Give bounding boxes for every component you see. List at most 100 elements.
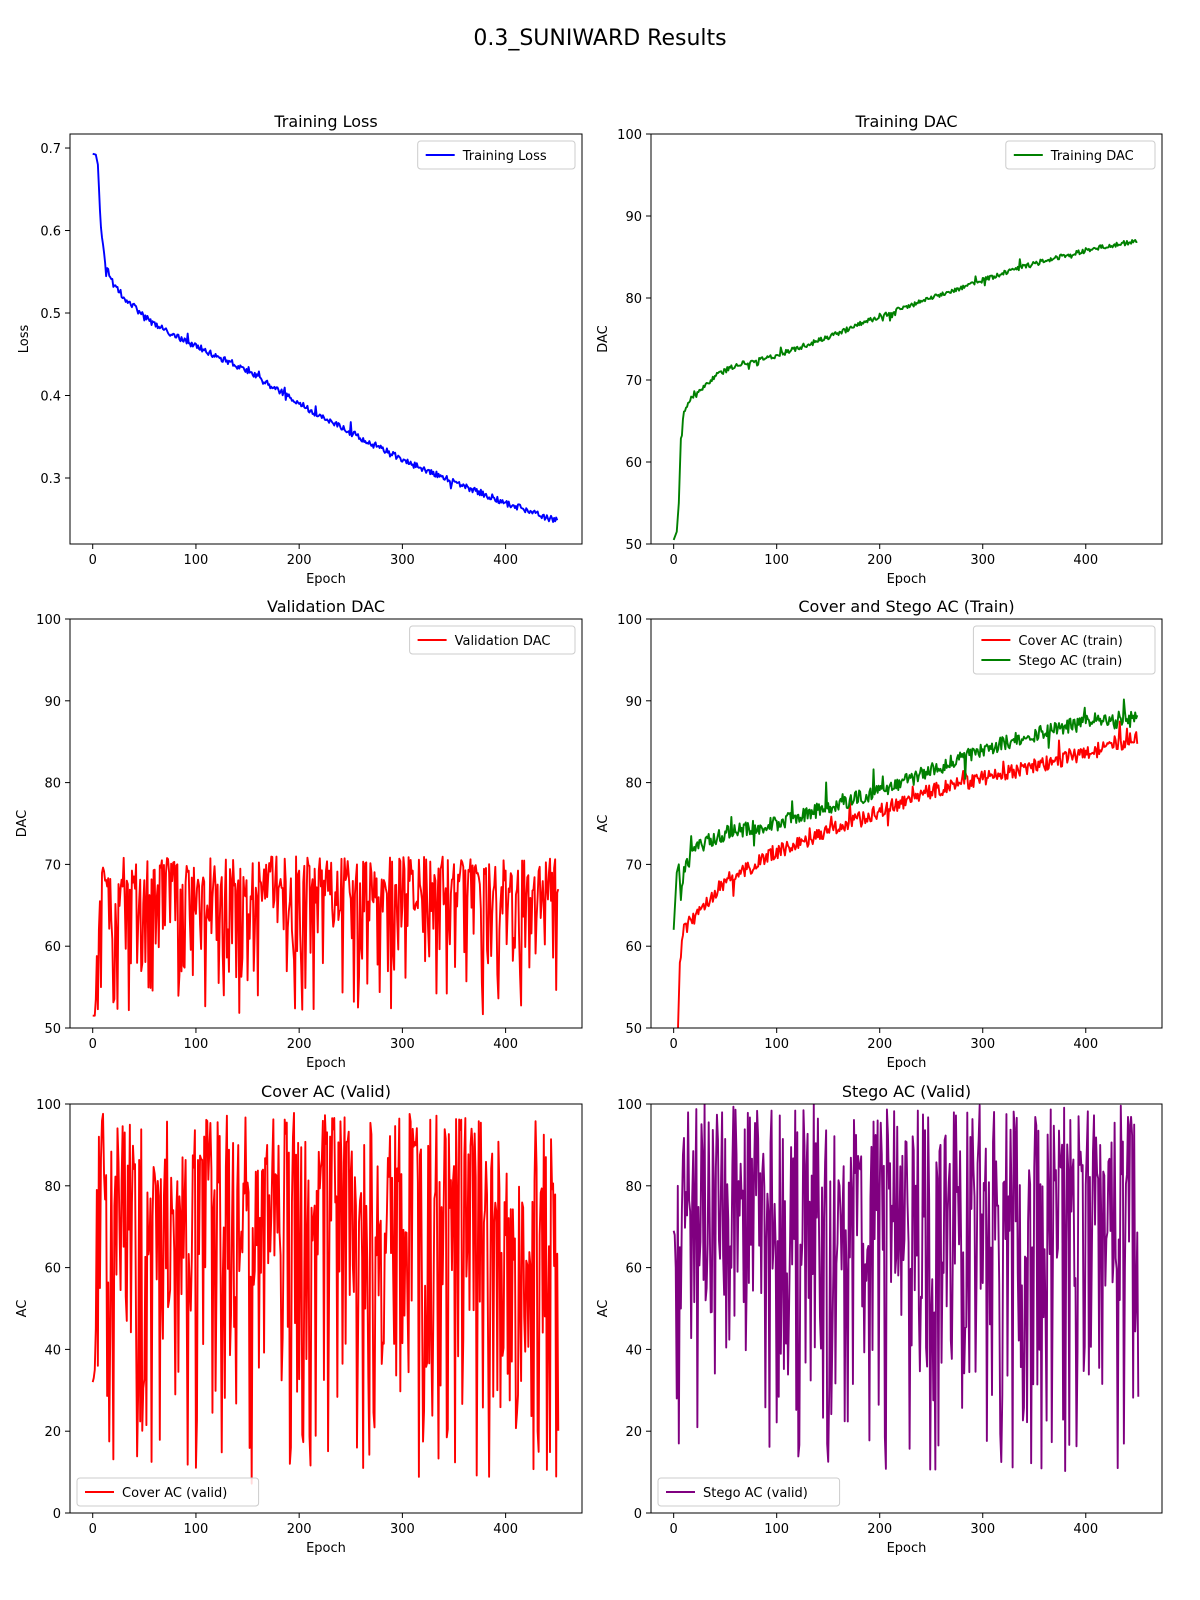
y-tick-label: 100 xyxy=(36,1098,61,1113)
y-tick-label: 20 xyxy=(44,1425,61,1440)
legend: Cover AC (train) Stego AC (train) xyxy=(972,625,1156,675)
y-axis-label: AC xyxy=(596,1300,611,1318)
y-tick-label: 90 xyxy=(625,210,642,225)
y-axis-label: DAC xyxy=(15,810,30,838)
y-tick-label: 0.4 xyxy=(40,390,61,405)
y-tick-label: 90 xyxy=(44,695,61,710)
x-tick-label: 400 xyxy=(1073,1522,1098,1537)
legend-box xyxy=(417,140,576,170)
x-axis-label: Epoch xyxy=(306,1056,346,1071)
y-tick-label: 80 xyxy=(625,777,642,792)
x-tick-label: 400 xyxy=(1073,553,1098,568)
x-tick-label: 300 xyxy=(390,1522,415,1537)
legend-box xyxy=(657,1477,841,1507)
chart-title: Stego AC (Valid) xyxy=(842,1082,971,1101)
x-axis-label: Epoch xyxy=(306,1541,346,1556)
y-tick-label: 90 xyxy=(625,695,642,710)
y-tick-label: 60 xyxy=(625,940,642,955)
y-tick-label: 80 xyxy=(44,777,61,792)
plot-frame xyxy=(69,618,583,1029)
legend-label: Cover AC (valid) xyxy=(122,1486,227,1501)
y-tick-label: 60 xyxy=(625,456,642,471)
plot-frame xyxy=(650,1103,1163,1514)
series-line xyxy=(677,720,1139,1028)
y-tick-label: 60 xyxy=(625,1262,642,1277)
x-tick-label: 300 xyxy=(390,1037,415,1052)
y-axis-label: DAC xyxy=(596,325,611,353)
legend: Training Loss xyxy=(417,140,576,170)
y-tick-label: 0.5 xyxy=(40,307,61,322)
legend: Validation DAC xyxy=(409,625,576,655)
y-tick-label: 80 xyxy=(625,1180,642,1195)
y-tick-label: 80 xyxy=(625,292,642,307)
x-tick-label: 200 xyxy=(287,1522,312,1537)
y-tick-label: 70 xyxy=(44,858,61,873)
chart-cover-stego-ac-train: Cover and Stego AC (Train) 0 100 200 300 400 5… xyxy=(596,597,1163,1071)
plot-frame xyxy=(69,1103,583,1514)
y-axis-label: Loss xyxy=(17,325,32,354)
x-tick-label: 200 xyxy=(867,1037,892,1052)
legend-label: Training Loss xyxy=(462,149,547,164)
legend-label: Cover AC (train) xyxy=(1018,634,1122,649)
y-tick-label: 50 xyxy=(625,1022,642,1037)
y-tick-label: 0 xyxy=(53,1507,61,1522)
chart-title: Cover AC (Valid) xyxy=(261,1082,391,1101)
y-axis-label: AC xyxy=(15,1300,30,1318)
legend-box xyxy=(972,625,1156,675)
x-tick-label: 0 xyxy=(89,1522,97,1537)
x-tick-label: 100 xyxy=(764,1037,789,1052)
legend-label: Validation DAC xyxy=(455,634,551,649)
y-tick-label: 60 xyxy=(44,940,61,955)
y-tick-label: 100 xyxy=(617,128,642,143)
x-tick-label: 100 xyxy=(184,1522,209,1537)
legend-box xyxy=(76,1477,260,1507)
y-axis-label: AC xyxy=(596,815,611,833)
legend-label: Training DAC xyxy=(1050,149,1134,164)
chart-validation-dac: Validation DAC 0 100 200 300 400 50 60 70 80 90 100… xyxy=(15,597,583,1071)
legend-label: Stego AC (valid) xyxy=(703,1486,808,1501)
y-tick-label: 0.3 xyxy=(40,472,61,487)
x-tick-label: 0 xyxy=(670,1522,678,1537)
chart-training-dac: Training DAC 0 100 200 300 400 50 60 70 80 90 100 Ep… xyxy=(596,112,1163,587)
y-tick-label: 70 xyxy=(625,374,642,389)
legend: Stego AC (valid) xyxy=(657,1477,841,1507)
chart-title: Cover and Stego AC (Train) xyxy=(798,597,1014,616)
series-line xyxy=(92,855,560,1017)
x-tick-label: 200 xyxy=(287,553,312,568)
x-axis-label: Epoch xyxy=(887,1541,927,1556)
chart-title: Validation DAC xyxy=(267,597,385,616)
y-tick-label: 100 xyxy=(617,1098,642,1113)
y-tick-label: 40 xyxy=(44,1343,61,1358)
x-tick-label: 100 xyxy=(764,1522,789,1537)
plot-frame xyxy=(650,133,1163,545)
x-tick-label: 300 xyxy=(970,1522,995,1537)
y-tick-label: 70 xyxy=(625,858,642,873)
y-tick-label: 50 xyxy=(625,538,642,553)
chart-cover-ac-valid: Cover AC (Valid) 0 100 200 300 400 0 20 40 60 80 10… xyxy=(15,1082,583,1556)
y-tick-label: 20 xyxy=(625,1425,642,1440)
x-tick-label: 100 xyxy=(184,553,209,568)
series-line xyxy=(672,1104,1140,1472)
x-tick-label: 300 xyxy=(970,1037,995,1052)
x-tick-label: 0 xyxy=(89,553,97,568)
x-tick-label: 400 xyxy=(493,1037,518,1052)
x-tick-label: 300 xyxy=(390,553,415,568)
series-line xyxy=(672,239,1138,541)
chart-title: Training DAC xyxy=(854,112,957,131)
y-tick-label: 0.6 xyxy=(40,225,61,240)
chart-training-loss: Training Loss 0 100 200 300 400 0.3 0.4 0.5 0.6 0.… xyxy=(17,112,583,587)
plot-frame xyxy=(69,133,583,545)
series-line xyxy=(92,152,559,523)
x-tick-label: 400 xyxy=(1073,1037,1098,1052)
legend-label: Stego AC (train) xyxy=(1018,654,1122,669)
series-line xyxy=(672,698,1139,930)
x-tick-label: 400 xyxy=(493,553,518,568)
x-axis-label: Epoch xyxy=(887,572,927,587)
y-tick-label: 0.7 xyxy=(40,142,61,157)
x-tick-label: 100 xyxy=(764,553,789,568)
legend: Cover AC (valid) xyxy=(76,1477,260,1507)
x-tick-label: 200 xyxy=(867,553,892,568)
chart-stego-ac-valid: Stego AC (Valid) 0 100 200 300 400 0 20 40 60 80 10… xyxy=(596,1082,1163,1556)
y-tick-label: 100 xyxy=(36,613,61,628)
series-line xyxy=(91,1111,560,1485)
